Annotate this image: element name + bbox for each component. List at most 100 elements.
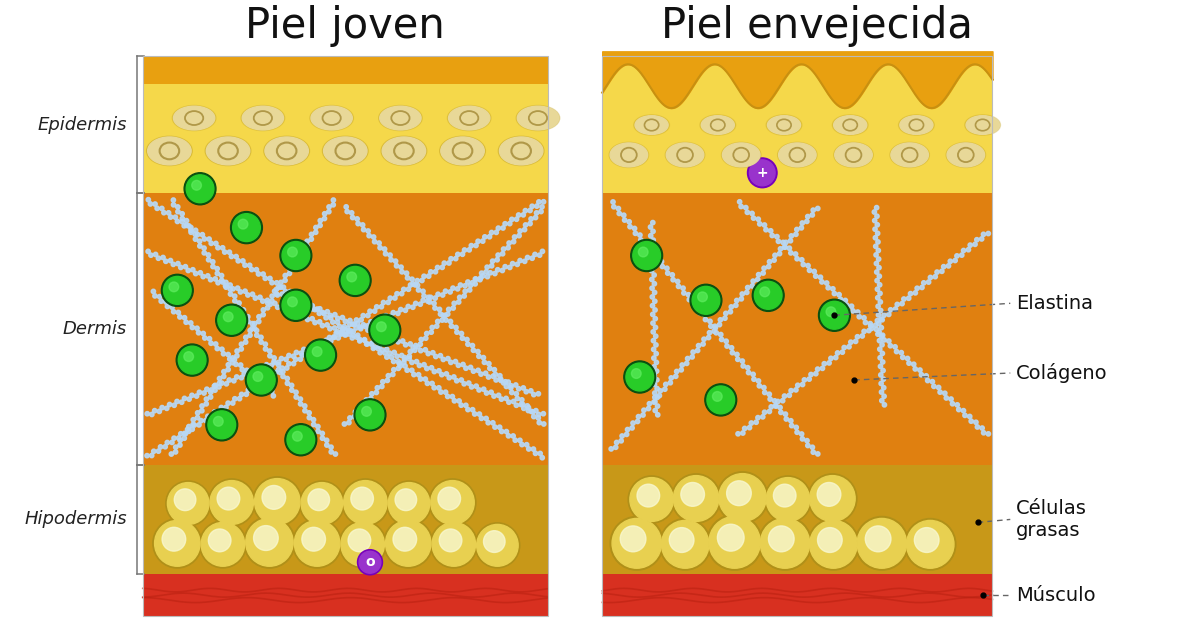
Circle shape (191, 418, 196, 422)
Circle shape (208, 411, 235, 439)
Circle shape (808, 474, 857, 523)
Circle shape (458, 283, 462, 287)
Ellipse shape (174, 106, 215, 130)
Circle shape (400, 270, 404, 274)
Circle shape (449, 257, 454, 261)
Circle shape (456, 287, 460, 291)
Circle shape (876, 240, 880, 244)
Circle shape (186, 175, 214, 203)
Circle shape (540, 205, 544, 209)
Circle shape (329, 445, 334, 449)
Circle shape (204, 418, 208, 423)
Circle shape (199, 409, 204, 413)
Circle shape (226, 367, 230, 372)
Circle shape (779, 410, 784, 414)
Circle shape (830, 287, 835, 291)
Circle shape (875, 287, 880, 291)
Circle shape (924, 374, 929, 378)
Circle shape (426, 295, 431, 299)
Circle shape (908, 292, 913, 296)
Circle shape (223, 312, 233, 322)
Circle shape (312, 423, 316, 427)
Circle shape (624, 432, 629, 436)
Circle shape (191, 267, 196, 272)
Circle shape (652, 255, 656, 260)
Circle shape (209, 241, 214, 245)
Circle shape (613, 445, 618, 449)
Circle shape (768, 228, 773, 233)
Circle shape (421, 298, 425, 302)
Circle shape (673, 374, 678, 379)
Circle shape (380, 334, 385, 338)
Circle shape (438, 487, 461, 510)
Circle shape (246, 372, 251, 377)
Circle shape (389, 355, 394, 359)
Circle shape (401, 339, 404, 343)
Circle shape (366, 328, 370, 332)
Circle shape (643, 240, 648, 244)
Circle shape (665, 266, 670, 270)
Circle shape (778, 405, 782, 409)
Circle shape (881, 351, 884, 356)
Circle shape (391, 367, 396, 372)
Circle shape (929, 275, 932, 280)
Circle shape (368, 314, 401, 346)
Circle shape (156, 256, 161, 260)
Circle shape (396, 359, 401, 364)
Circle shape (366, 228, 371, 233)
Circle shape (869, 324, 872, 328)
Ellipse shape (448, 106, 491, 131)
Circle shape (456, 363, 461, 367)
Circle shape (329, 316, 332, 320)
Circle shape (642, 408, 646, 413)
Circle shape (196, 411, 199, 415)
Circle shape (172, 403, 176, 408)
Circle shape (354, 399, 386, 431)
Circle shape (713, 324, 718, 329)
Circle shape (775, 234, 779, 239)
Circle shape (860, 334, 864, 338)
Circle shape (274, 371, 277, 375)
Circle shape (866, 329, 871, 333)
Circle shape (472, 348, 475, 352)
Circle shape (196, 416, 199, 420)
Circle shape (430, 479, 476, 526)
Circle shape (294, 520, 340, 567)
Circle shape (808, 377, 811, 381)
Circle shape (204, 397, 209, 401)
Circle shape (739, 297, 744, 301)
Circle shape (961, 249, 966, 253)
Circle shape (632, 242, 660, 269)
Circle shape (750, 211, 755, 215)
Circle shape (672, 474, 721, 523)
Circle shape (620, 526, 646, 552)
Ellipse shape (721, 142, 761, 167)
Circle shape (326, 205, 331, 209)
Circle shape (652, 347, 656, 352)
Circle shape (503, 379, 508, 384)
Circle shape (811, 450, 816, 454)
Circle shape (235, 349, 239, 353)
Circle shape (371, 346, 376, 351)
Circle shape (494, 257, 499, 262)
Circle shape (290, 294, 294, 298)
Circle shape (307, 349, 311, 353)
Circle shape (415, 283, 420, 287)
Circle shape (292, 354, 295, 359)
Circle shape (762, 386, 766, 390)
Circle shape (664, 382, 668, 387)
Circle shape (287, 271, 292, 275)
Circle shape (848, 340, 853, 344)
Circle shape (370, 342, 373, 346)
Circle shape (652, 238, 655, 242)
Circle shape (470, 280, 475, 285)
Circle shape (682, 291, 686, 295)
Circle shape (539, 209, 544, 213)
Circle shape (222, 374, 226, 379)
Circle shape (300, 353, 305, 357)
Circle shape (194, 326, 199, 331)
Circle shape (265, 305, 270, 310)
Circle shape (707, 386, 734, 414)
Circle shape (206, 237, 211, 241)
Circle shape (182, 431, 187, 436)
